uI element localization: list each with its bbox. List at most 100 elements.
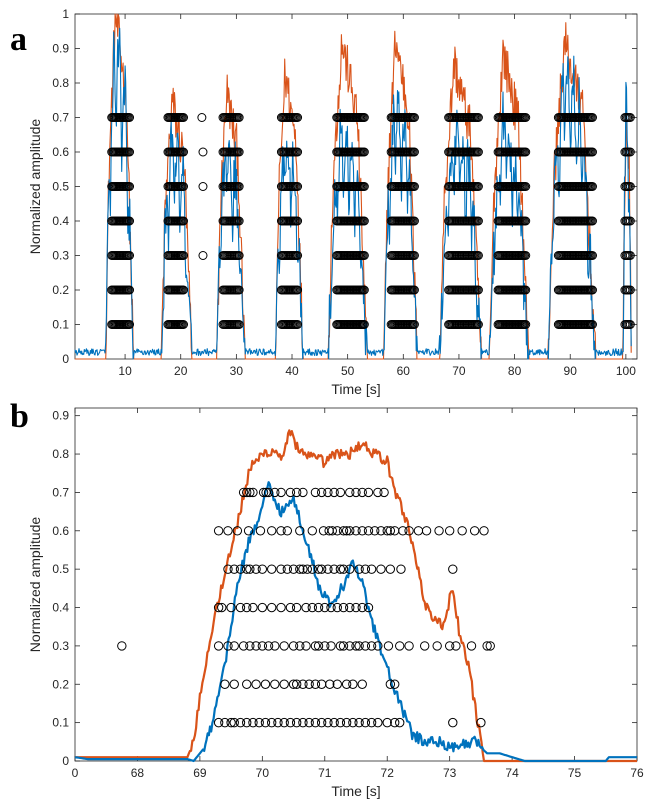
panel-a-marker [409, 113, 419, 122]
panel-b-marker [257, 602, 268, 613]
panel-b-marker [304, 717, 314, 728]
panel-a-y-tick-label: 0.1 [52, 318, 69, 332]
panel-b-marker [232, 526, 243, 536]
panel-a-marker [359, 216, 369, 226]
panel-b-marker [345, 641, 355, 651]
panel-b-marker [213, 602, 224, 613]
panel-a-marker [359, 147, 369, 157]
panel-b-marker [385, 679, 396, 689]
panel-b-marker [351, 602, 361, 613]
panel-b-marker [421, 526, 432, 536]
panel-b-marker [345, 564, 355, 574]
panel-b-marker [282, 564, 293, 574]
panel-b-marker [354, 717, 364, 728]
panel-b-marker [267, 526, 277, 536]
panel-b-marker [385, 564, 396, 574]
panel-b-y-tick-label: 0.3 [52, 639, 69, 653]
panel-a-marker [125, 320, 135, 329]
panel-a-marker [625, 216, 635, 226]
panel-b-marker [235, 564, 246, 574]
panel-b-marker [220, 717, 230, 728]
panel-a-marker [234, 113, 244, 122]
panel-b-marker [310, 641, 321, 651]
panel-a-marker [179, 113, 189, 122]
panel-b-marker [304, 679, 314, 689]
panel-b-marker [273, 717, 283, 728]
panel-a-marker [198, 147, 208, 157]
panel-b-x-tick-label: 74 [505, 766, 519, 780]
panel-b-marker [373, 641, 383, 651]
panel-b-marker [220, 679, 230, 689]
panel-a-marker [409, 320, 419, 329]
panel-b-marker [295, 564, 305, 574]
panel-b-chart: Time [s] Normalized amplitude 0 68 69 70 71 7… [27, 407, 644, 799]
panel-b-x-tick-label: 0 [72, 766, 79, 780]
panel-b-marker [485, 641, 495, 651]
panel-b-x-tick-label: 75 [568, 766, 582, 780]
panel-b-marker [285, 487, 296, 498]
panel-b-marker [385, 526, 396, 536]
panel-b-marker [482, 641, 492, 651]
panel-b-marker [316, 487, 327, 498]
panel-b-marker [390, 717, 400, 728]
panel-b-marker [307, 526, 317, 536]
panel-b-marker [320, 602, 330, 613]
panel-b-marker [383, 641, 394, 651]
panel-b-marker [238, 487, 249, 498]
panel-a-marker [625, 320, 635, 329]
panel-a-marker [179, 216, 189, 226]
panel-a-y-tick-label: 1 [62, 7, 69, 21]
panel-a-marker [179, 251, 189, 260]
panel-a-marker [409, 147, 419, 157]
panel-b-blue-line [74, 481, 637, 763]
panel-b-marker [357, 487, 367, 498]
panel-b-y-tick-label: 0.9 [52, 409, 69, 423]
panel-b-marker [242, 717, 252, 728]
panel-b-marker [313, 602, 324, 613]
panel-a-marker [359, 251, 369, 260]
panel-a-marker [587, 113, 597, 122]
panel-a-marker [409, 251, 419, 260]
panel-b-x-tick-label: 72 [381, 766, 395, 780]
panel-b-marker [245, 564, 255, 574]
panel-b-marker [276, 526, 286, 536]
panel-b-marker [242, 564, 252, 574]
panel-b-x-tick-label: 70 [256, 766, 270, 780]
panel-b-marker [229, 717, 239, 728]
panel-label-a: a [10, 21, 27, 58]
panel-a-x-tick-label: 70 [452, 364, 466, 378]
panel-b-marker [320, 641, 330, 651]
panel-b-marker [235, 717, 246, 728]
panel-b-marker [341, 679, 352, 689]
panel-b-marker [223, 526, 233, 536]
panel-b-marker [270, 641, 280, 651]
panel-b-marker [323, 717, 333, 728]
panel-b-y-tick-label: 0.7 [52, 485, 69, 499]
panel-b-marker [267, 717, 277, 728]
panel-b-marker [382, 717, 392, 728]
panel-b-marker [301, 602, 311, 613]
panel-b-marker [348, 679, 358, 689]
panel-b-marker [341, 717, 352, 728]
panel-a-marker [234, 251, 244, 260]
panel-b-marker [248, 602, 258, 613]
panel-b-marker [335, 717, 346, 728]
panel-b-marker [251, 679, 261, 689]
panel-b-y-tick-label: 0.1 [52, 716, 69, 730]
panel-a-orange-line [75, 13, 632, 360]
panel-b-marker [338, 641, 349, 651]
panel-a-marker [473, 216, 483, 226]
panel-b-marker [310, 717, 321, 728]
panel-a-marker [473, 320, 483, 329]
panel-b-marker [243, 526, 254, 536]
panel-b-marker [279, 717, 289, 728]
panel-a-marker [234, 216, 244, 226]
panel-b-marker [310, 679, 321, 689]
panel-a-marker [587, 320, 597, 329]
panel-b-marker [357, 526, 367, 536]
panel-b-plot-frame [74, 407, 638, 762]
panel-b-marker [360, 564, 371, 574]
panel-b-marker [276, 564, 286, 574]
panel-a-marker [587, 251, 597, 260]
